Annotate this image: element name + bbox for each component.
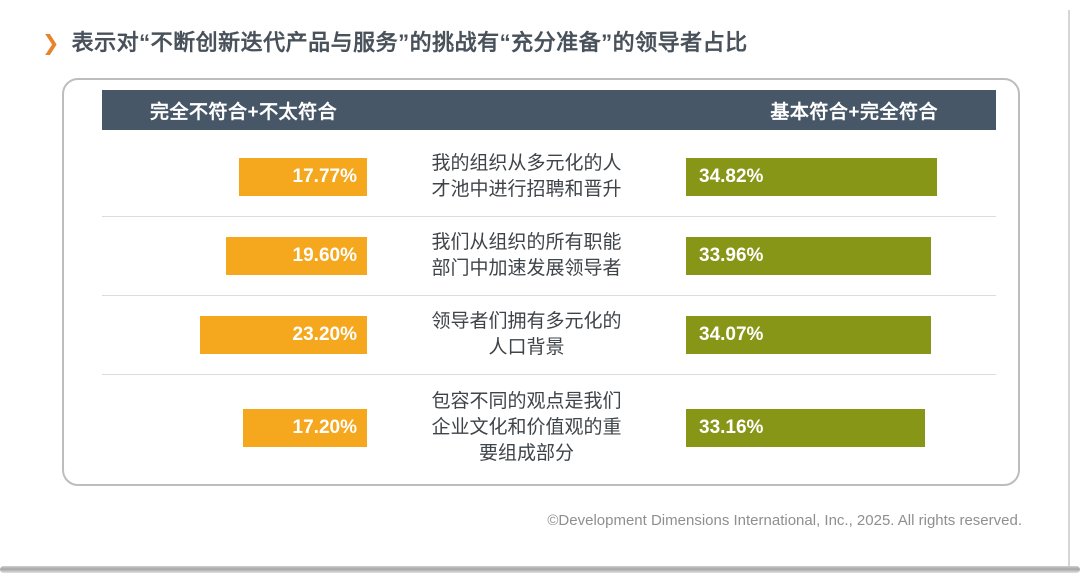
negative-bar: 17.20% [243, 409, 367, 447]
table-row: 23.20% 领导者们拥有多元化的人口背景 34.07% [102, 295, 996, 374]
positive-bar: 34.07% [686, 316, 931, 354]
page-title: 表示对“不断创新迭代产品与服务”的挑战有“充分准备”的领导者占比 [71, 30, 748, 55]
positive-bar-cell: 34.07% [686, 316, 996, 354]
copyright-text: ©Development Dimensions International, I… [547, 512, 1022, 529]
statement-text: 我们从组织的所有职能部门中加速发展领导者 [431, 232, 622, 279]
statement-cell: 我的组织从多元化的人才池中进行招聘和晋升 [367, 151, 686, 203]
positive-bar-cell: 33.96% [686, 237, 996, 275]
table-row: 19.60% 我们从组织的所有职能部门中加速发展领导者 33.96% [102, 216, 996, 295]
bottom-shadow-bar [0, 566, 1080, 573]
legend-negative-label: 完全不符合+不太符合 [150, 101, 338, 123]
statement-cell: 包容不同的观点是我们企业文化和价值观的重要组成部分 [367, 389, 686, 467]
statement-cell: 我们从组织的所有职能部门中加速发展领导者 [367, 230, 686, 282]
positive-bar: 33.16% [686, 409, 925, 447]
legend-positive-label: 基本符合+完全符合 [770, 101, 938, 123]
page-edge-line [1068, 10, 1070, 566]
title-row: ❯ 表示对“不断创新迭代产品与服务”的挑战有“充分准备”的领导者占比 [42, 28, 748, 58]
negative-bar-cell: 17.20% [102, 409, 367, 447]
positive-bar: 33.96% [686, 237, 931, 275]
chart-card: 完全不符合+不太符合 基本符合+完全符合 17.77% 我的组织从多元化的人才池中… [62, 78, 1020, 486]
negative-bar: 23.20% [200, 316, 367, 354]
positive-bar-cell: 33.16% [686, 409, 996, 447]
table-row: 17.20% 包容不同的观点是我们企业文化和价值观的重要组成部分 33.16% [102, 374, 996, 481]
negative-bar-cell: 19.60% [102, 237, 367, 275]
chevron-icon: ❯ [42, 32, 60, 55]
negative-bar-cell: 17.77% [102, 158, 367, 196]
positive-bar-cell: 34.82% [686, 158, 996, 196]
statement-text: 我的组织从多元化的人才池中进行招聘和晋升 [431, 153, 622, 200]
statement-text: 包容不同的观点是我们企业文化和价值观的重要组成部分 [431, 391, 622, 464]
chart-rows: 17.77% 我的组织从多元化的人才池中进行招聘和晋升 34.82% 19.60% 我们… [102, 138, 996, 481]
legend-header-bar: 完全不符合+不太符合 基本符合+完全符合 [102, 90, 996, 130]
positive-bar: 34.82% [686, 158, 937, 196]
negative-bar: 19.60% [226, 237, 367, 275]
table-row: 17.77% 我的组织从多元化的人才池中进行招聘和晋升 34.82% [102, 138, 996, 216]
negative-bar: 17.77% [239, 158, 367, 196]
statement-text: 领导者们拥有多元化的人口背景 [431, 311, 622, 358]
statement-cell: 领导者们拥有多元化的人口背景 [367, 309, 686, 361]
negative-bar-cell: 23.20% [102, 316, 367, 354]
